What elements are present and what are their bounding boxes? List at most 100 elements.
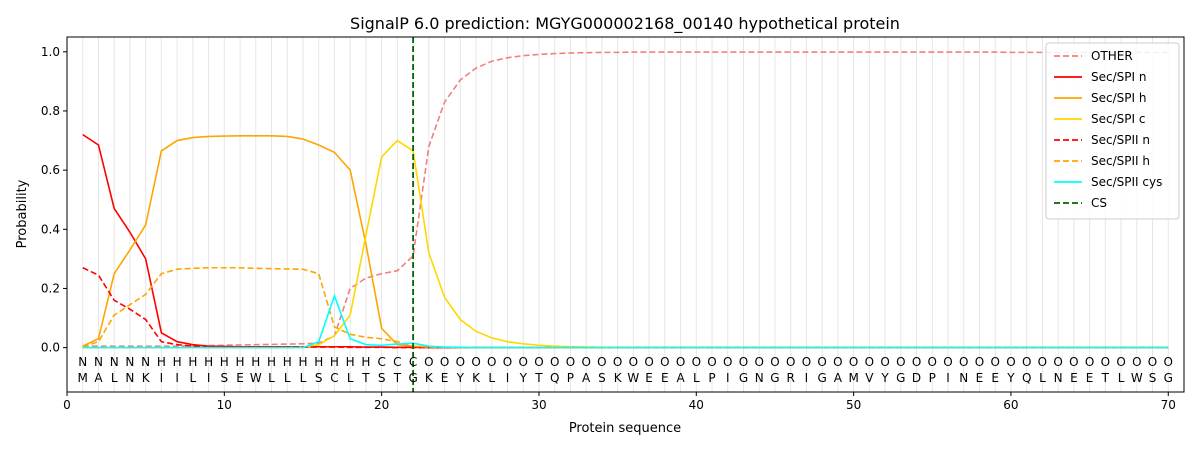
residue-label: E — [661, 371, 669, 385]
residue-label: P — [929, 371, 936, 385]
y-tick-label: 0.6 — [41, 163, 60, 177]
residue-label: I — [175, 371, 179, 385]
region-label: H — [188, 355, 197, 369]
region-label: O — [534, 355, 543, 369]
residue-label: T — [1101, 371, 1110, 385]
region-label: O — [802, 355, 811, 369]
x-axis: 0 10 20 30 40 50 60 70 — [63, 392, 1176, 412]
residue-label: E — [976, 371, 984, 385]
region-label: O — [1116, 355, 1125, 369]
region-label: O — [660, 355, 669, 369]
residue-label: K — [614, 371, 623, 385]
legend-label: Sec/SPII cys — [1091, 175, 1162, 189]
region-label: O — [440, 355, 449, 369]
region-label: O — [896, 355, 905, 369]
residue-label: G — [739, 371, 748, 385]
region-label: O — [770, 355, 779, 369]
residue-label: I — [946, 371, 950, 385]
region-label: O — [943, 355, 952, 369]
residue-label: S — [378, 371, 386, 385]
x-tick-label: 0 — [63, 398, 71, 412]
residue-label: L — [111, 371, 118, 385]
y-tick-label: 0.2 — [41, 281, 60, 295]
residue-label: N — [1054, 371, 1063, 385]
residue-label: S — [221, 371, 229, 385]
residue-label: I — [506, 371, 510, 385]
region-label: H — [173, 355, 182, 369]
residue-label: E — [441, 371, 449, 385]
region-label: O — [1069, 355, 1078, 369]
y-axis: 0.0 0.2 0.4 0.6 0.8 1.0 — [41, 45, 67, 355]
x-tick-label: 50 — [846, 398, 861, 412]
region-label: O — [1006, 355, 1015, 369]
region-label: O — [1164, 355, 1173, 369]
y-tick-label: 0.8 — [41, 104, 60, 118]
residue-label: Y — [519, 371, 528, 385]
residue-label: W — [627, 371, 639, 385]
region-label: C — [393, 355, 401, 369]
residue-label: T — [534, 371, 543, 385]
region-label: O — [1132, 355, 1141, 369]
region-label: O — [1085, 355, 1094, 369]
region-label: H — [251, 355, 260, 369]
region-label: C — [409, 355, 417, 369]
legend-box — [1045, 42, 1180, 220]
residue-label: C — [330, 371, 338, 385]
residue-label: Q — [550, 371, 559, 385]
residue-label: S — [315, 371, 323, 385]
region-label: O — [975, 355, 984, 369]
residue-label: K — [142, 371, 151, 385]
sequence-labels: NMNANLNNNKHIHIHLHIHSHEHWHLHLHLHSHCHLHTCS… — [78, 355, 1173, 385]
legend-label: Sec/SPII n — [1091, 133, 1150, 147]
legend-label: Sec/SPI c — [1091, 112, 1145, 126]
plot-frame — [66, 36, 1185, 393]
region-label: O — [424, 355, 433, 369]
region-label: O — [833, 355, 842, 369]
region-label: O — [959, 355, 968, 369]
region-label: O — [739, 355, 748, 369]
residue-label: A — [676, 371, 685, 385]
residue-label: L — [347, 371, 354, 385]
region-label: H — [330, 355, 339, 369]
residue-label: R — [787, 371, 795, 385]
series-line-sec-spii-cys — [82, 293, 1169, 349]
residue-label: E — [645, 371, 653, 385]
legend-label: Sec/SPII h — [1091, 154, 1150, 168]
region-label: O — [1148, 355, 1157, 369]
residue-label: G — [817, 371, 826, 385]
residue-label: I — [805, 371, 809, 385]
residue-label: L — [268, 371, 275, 385]
residue-label: E — [1070, 371, 1078, 385]
residue-label: I — [207, 371, 211, 385]
region-label: O — [597, 355, 606, 369]
region-label: H — [361, 355, 370, 369]
region-label: O — [723, 355, 732, 369]
residue-label: G — [408, 371, 417, 385]
residue-label: M — [78, 371, 88, 385]
chart-title: SignalP 6.0 prediction: MGYG000002168_00… — [350, 14, 900, 34]
region-label: O — [912, 355, 921, 369]
region-label: N — [94, 355, 103, 369]
region-label: O — [849, 355, 858, 369]
x-tick-label: 10 — [217, 398, 232, 412]
region-label: O — [613, 355, 622, 369]
residue-label: L — [300, 371, 307, 385]
x-tick-label: 70 — [1161, 398, 1176, 412]
residue-label: E — [1086, 371, 1094, 385]
residue-label: N — [125, 371, 134, 385]
residue-label: V — [865, 371, 874, 385]
region-label: O — [865, 355, 874, 369]
residue-label: E — [236, 371, 244, 385]
region-label: H — [267, 355, 276, 369]
region-label: O — [990, 355, 999, 369]
residue-label: E — [991, 371, 999, 385]
residue-label: K — [472, 371, 481, 385]
region-label: O — [471, 355, 480, 369]
region-label: H — [204, 355, 213, 369]
region-label: O — [1101, 355, 1110, 369]
x-tick-label: 30 — [531, 398, 546, 412]
region-label: C — [377, 355, 385, 369]
legend: OTHER Sec/SPI n Sec/SPI h Sec/SPI c Sec/SPII… — [1045, 42, 1180, 220]
